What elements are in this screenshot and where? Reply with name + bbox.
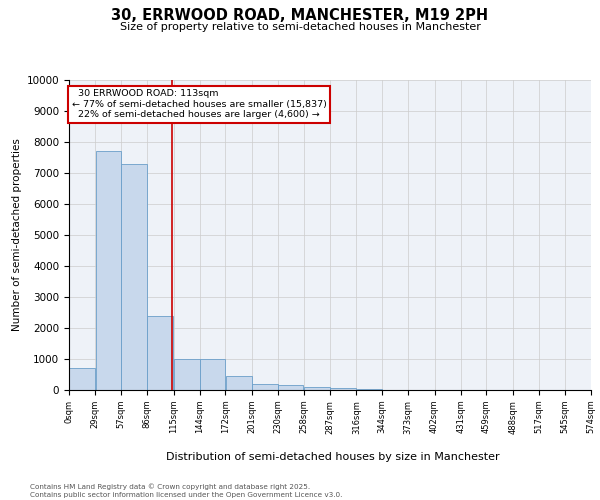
Text: Contains HM Land Registry data © Crown copyright and database right 2025.
Contai: Contains HM Land Registry data © Crown c…	[30, 484, 343, 498]
Bar	[148, 316, 173, 390]
Text: 30 ERRWOOD ROAD: 113sqm
← 77% of semi-detached houses are smaller (15,837)
  22%: 30 ERRWOOD ROAD: 113sqm ← 77% of semi-de…	[72, 90, 326, 119]
Bar	[278, 386, 304, 390]
Bar	[174, 359, 200, 390]
Bar	[252, 384, 278, 390]
Bar	[121, 164, 147, 390]
Bar	[200, 359, 225, 390]
Text: Distribution of semi-detached houses by size in Manchester: Distribution of semi-detached houses by …	[166, 452, 500, 462]
Y-axis label: Number of semi-detached properties: Number of semi-detached properties	[13, 138, 22, 332]
Bar	[226, 376, 251, 390]
Bar	[330, 388, 356, 390]
Bar	[304, 387, 330, 390]
Text: Size of property relative to semi-detached houses in Manchester: Size of property relative to semi-detach…	[119, 22, 481, 32]
Text: 30, ERRWOOD ROAD, MANCHESTER, M19 2PH: 30, ERRWOOD ROAD, MANCHESTER, M19 2PH	[112, 8, 488, 22]
Bar	[95, 152, 121, 390]
Bar	[69, 368, 95, 390]
